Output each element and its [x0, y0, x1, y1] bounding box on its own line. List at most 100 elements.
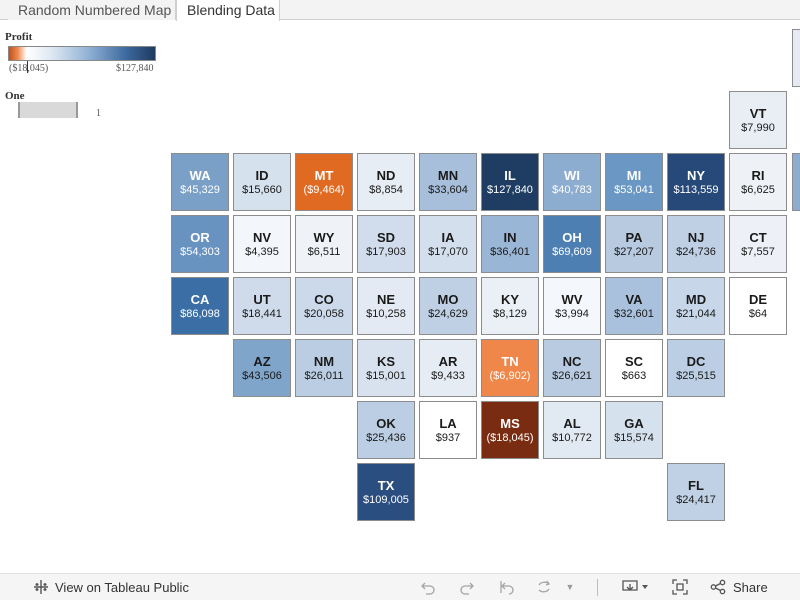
share-icon[interactable]	[710, 579, 726, 595]
state-tile-or[interactable]: OR $54,303	[171, 215, 229, 273]
redo-icon[interactable]	[459, 579, 475, 595]
state-profit-value: $32,601	[614, 308, 654, 320]
fullscreen-icon[interactable]	[672, 579, 688, 595]
state-abbr: WY	[313, 230, 335, 245]
profit-color-ramp[interactable]	[8, 46, 156, 61]
state-tile-az[interactable]: AZ $43,506	[233, 339, 291, 397]
one-size-swatch[interactable]	[18, 102, 78, 118]
state-tile-sc[interactable]: SC $663	[605, 339, 663, 397]
state-tile-ga[interactable]: GA $15,574	[605, 401, 663, 459]
state-abbr: AL	[563, 416, 581, 431]
state-abbr: CO	[314, 292, 334, 307]
state-tile-nj[interactable]: NJ $24,736	[667, 215, 725, 273]
one-legend-title: One	[5, 90, 25, 102]
state-tile-ia[interactable]: IA $17,070	[419, 215, 477, 273]
tab-random-numbered-map[interactable]: Random Numbered Map	[8, 0, 176, 20]
refresh-icon[interactable]	[536, 579, 552, 595]
state-profit-value: $43,506	[242, 370, 282, 382]
tableau-toolbar: View on Tableau Public ▼ Share	[0, 573, 800, 600]
state-profit-value: $15,001	[366, 370, 406, 382]
state-tile-co[interactable]: CO $20,058	[295, 277, 353, 335]
partial-tile[interactable]	[792, 29, 800, 87]
state-profit-value: $17,070	[428, 246, 468, 258]
state-profit-value: $9,433	[431, 370, 465, 382]
state-tile-mt[interactable]: MT ($9,464)	[295, 153, 353, 211]
state-abbr: OK	[376, 416, 396, 431]
state-abbr: UT	[253, 292, 271, 307]
state-tile-nv[interactable]: NV $4,395	[233, 215, 291, 273]
tableau-logo-icon	[33, 579, 49, 595]
state-tile-id[interactable]: ID $15,660	[233, 153, 291, 211]
view-on-tableau-public-link[interactable]: View on Tableau Public	[55, 580, 189, 595]
state-tile-ne[interactable]: NE $10,258	[357, 277, 415, 335]
state-tile-ar[interactable]: AR $9,433	[419, 339, 477, 397]
state-tile-wv[interactable]: WV $3,994	[543, 277, 601, 335]
state-tile-ca[interactable]: CA $86,098	[171, 277, 229, 335]
profit-min-label: ($18,045)	[9, 63, 49, 74]
state-tile-al[interactable]: AL $10,772	[543, 401, 601, 459]
state-profit-value: $18,441	[242, 308, 282, 320]
state-tile-va[interactable]: VA $32,601	[605, 277, 663, 335]
state-tile-ok[interactable]: OK $25,436	[357, 401, 415, 459]
state-tile-ky[interactable]: KY $8,129	[481, 277, 539, 335]
state-tile-sd[interactable]: SD $17,903	[357, 215, 415, 273]
state-tile-ct[interactable]: CT $7,557	[729, 215, 787, 273]
state-tile-ri[interactable]: RI $6,625	[729, 153, 787, 211]
state-abbr: PA	[625, 230, 643, 245]
state-tile-la[interactable]: LA $937	[419, 401, 477, 459]
state-profit-value: $24,629	[428, 308, 468, 320]
state-tile-oh[interactable]: OH $69,609	[543, 215, 601, 273]
state-abbr: GA	[624, 416, 644, 431]
state-profit-value: ($6,902)	[489, 370, 531, 382]
state-profit-value: $109,005	[363, 494, 409, 506]
state-abbr: FL	[688, 478, 704, 493]
state-tile-mi[interactable]: MI $53,041	[605, 153, 663, 211]
undo-icon[interactable]	[420, 579, 436, 595]
state-tile-ut[interactable]: UT $18,441	[233, 277, 291, 335]
state-profit-value: $15,660	[242, 184, 282, 196]
state-tile-tn[interactable]: TN ($6,902)	[481, 339, 539, 397]
state-tile-il[interactable]: IL $127,840	[481, 153, 539, 211]
state-abbr: TX	[377, 478, 395, 493]
state-tile-wy[interactable]: WY $6,511	[295, 215, 353, 273]
pause-dropdown-icon[interactable]: ▼	[565, 582, 575, 592]
state-abbr: VA	[625, 292, 643, 307]
sheet-tab-bar: Random Numbered Map Blending Data	[0, 0, 800, 21]
state-profit-value: $8,129	[493, 308, 527, 320]
download-icon[interactable]	[621, 579, 651, 595]
share-button[interactable]: Share	[733, 580, 768, 595]
state-tile-ms[interactable]: MS ($18,045)	[481, 401, 539, 459]
state-tile-de[interactable]: DE $64	[729, 277, 787, 335]
tab-blending-data[interactable]: Blending Data	[176, 0, 280, 21]
state-tile-mn[interactable]: MN $33,604	[419, 153, 477, 211]
state-tile-pa[interactable]: PA $27,207	[605, 215, 663, 273]
state-profit-value: $10,258	[366, 308, 406, 320]
partial-tile[interactable]	[792, 153, 800, 211]
state-abbr: NJ	[687, 230, 705, 245]
state-profit-value: $113,559	[673, 184, 719, 196]
state-tile-nc[interactable]: NC $26,621	[543, 339, 601, 397]
state-abbr: WI	[564, 168, 580, 183]
state-tile-nm[interactable]: NM $26,011	[295, 339, 353, 397]
state-abbr: RI	[751, 168, 765, 183]
state-tile-dc[interactable]: DC $25,515	[667, 339, 725, 397]
state-profit-value: $6,625	[741, 184, 775, 196]
state-tile-wa[interactable]: WA $45,329	[171, 153, 229, 211]
state-profit-value: $53,041	[614, 184, 654, 196]
state-tile-vt[interactable]: VT $7,990	[729, 91, 787, 149]
state-tile-ks[interactable]: KS $15,001	[357, 339, 415, 397]
state-tile-fl[interactable]: FL $24,417	[667, 463, 725, 521]
revert-icon[interactable]	[499, 579, 515, 595]
state-profit-value: $26,621	[552, 370, 592, 382]
state-tile-ny[interactable]: NY $113,559	[667, 153, 725, 211]
state-abbr: SD	[376, 230, 396, 245]
state-tile-mo[interactable]: MO $24,629	[419, 277, 477, 335]
state-tile-wi[interactable]: WI $40,783	[543, 153, 601, 211]
state-abbr: MI	[626, 168, 642, 183]
state-tile-tx[interactable]: TX $109,005	[357, 463, 415, 521]
state-tile-nd[interactable]: ND $8,854	[357, 153, 415, 211]
state-tile-md[interactable]: MD $21,044	[667, 277, 725, 335]
state-abbr: MN	[437, 168, 459, 183]
state-tile-in[interactable]: IN $36,401	[481, 215, 539, 273]
state-profit-value: $33,604	[428, 184, 468, 196]
